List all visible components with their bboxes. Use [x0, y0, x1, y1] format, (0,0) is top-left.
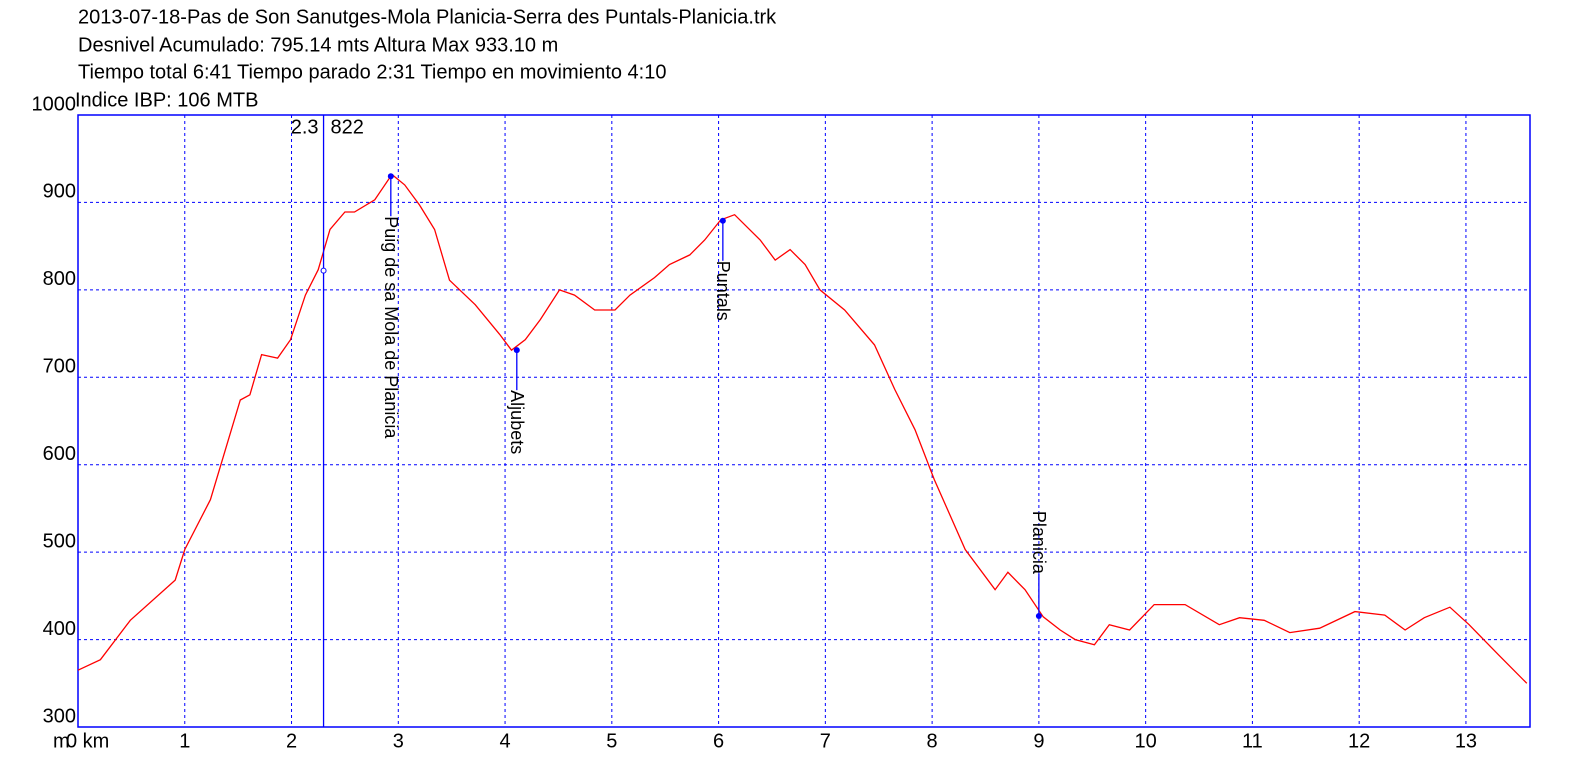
cursor-x-label: 2.3 — [291, 116, 319, 138]
waypoint-marker — [1035, 612, 1042, 619]
y-tick-label: 400 — [43, 618, 76, 640]
y-tick-label: 900 — [43, 181, 76, 203]
x-tick-label: 2 — [286, 730, 297, 752]
x-tick-label: 9 — [1033, 730, 1044, 752]
x-tick-label: 12 — [1348, 730, 1370, 752]
waypoint-label: Puntals — [713, 261, 733, 321]
title-line: Indice IBP: 106 MTB — [75, 89, 258, 111]
x-tick-label: 1 — [179, 730, 190, 752]
elevation-line — [77, 173, 1528, 684]
plot-frame — [77, 114, 1531, 728]
x-tick-label: 11 — [1242, 730, 1263, 752]
y-tick-label: 500 — [43, 530, 76, 552]
cursor-point — [320, 267, 327, 274]
waypoint-marker — [513, 347, 520, 354]
waypoint-label: Puig de sa Mola de Planicia — [381, 216, 401, 439]
cursor-y-label: 822 — [331, 116, 364, 138]
x-tick-label: 6 — [713, 730, 724, 752]
x-tick-label: 0 km — [66, 730, 109, 752]
title-line: Tiempo total 6:41 Tiempo parado 2:31 Tie… — [78, 61, 667, 83]
waypoint-label: Planicia — [1029, 511, 1049, 575]
x-tick-label: 3 — [393, 730, 404, 752]
x-tick-label: 13 — [1455, 730, 1477, 752]
y-tick-label: 300 — [43, 705, 76, 727]
x-tick-label: 5 — [606, 730, 617, 752]
y-tick-label: 800 — [43, 268, 76, 290]
y-tick-label: 600 — [43, 443, 76, 465]
x-tick-label: 4 — [499, 730, 510, 752]
y-unit: m — [53, 730, 70, 752]
y-tick-label: 700 — [43, 356, 76, 378]
x-tick-label: 10 — [1135, 730, 1157, 752]
x-tick-label: 8 — [927, 730, 938, 752]
x-tick-label: 7 — [820, 730, 831, 752]
waypoint-marker — [719, 217, 726, 224]
title-line: Desnivel Acumulado: 795.14 mts Altura Ma… — [78, 34, 558, 56]
waypoint-label: Aljubets — [507, 390, 527, 454]
title-line: 2013-07-18-Pas de Son Sanutges-Mola Plan… — [78, 6, 777, 28]
waypoint-marker — [387, 173, 394, 180]
y-tick-label: 1000 — [32, 93, 77, 115]
